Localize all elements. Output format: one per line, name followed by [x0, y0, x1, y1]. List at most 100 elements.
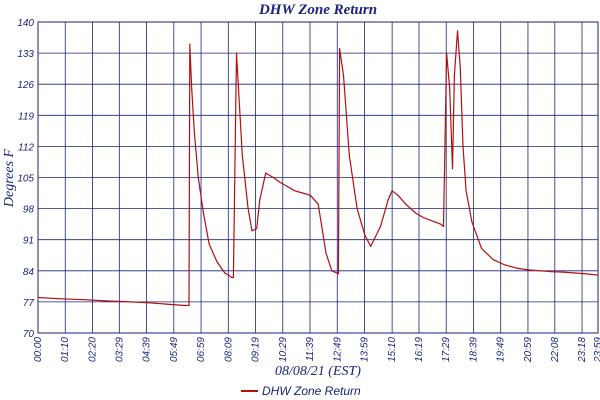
data-point [414, 212, 417, 214]
data-point [370, 245, 372, 247]
data-point [397, 194, 399, 196]
y-tick-label: 77 [23, 298, 35, 309]
data-point [232, 276, 234, 279]
data-point [302, 192, 304, 194]
data-point [449, 88, 451, 90]
data-point [338, 48, 341, 50]
x-tick-label: 15:10 [387, 337, 398, 362]
legend: DHW Zone Return [241, 384, 361, 398]
data-point [259, 199, 261, 201]
data-point [286, 185, 288, 187]
data-point [586, 273, 588, 275]
data-point [342, 74, 345, 76]
data-point [37, 296, 39, 299]
x-tick-label: 10:29 [278, 337, 289, 362]
legend-label: DHW Zone Return [262, 384, 361, 398]
x-axis-label: 08/08/21 (EST) [275, 364, 361, 379]
data-point [265, 172, 267, 174]
x-tick-labels: 00:00 01:10 02:20 03:29 04:39 05:49 06:59 08:09… [33, 337, 600, 363]
data-point [231, 276, 233, 279]
grid-lines [37, 21, 599, 334]
x-tick-label: 17:29 [441, 337, 452, 362]
data-point [336, 272, 338, 274]
data-point [241, 154, 243, 156]
data-point [348, 154, 350, 156]
x-tick-label: 06:59 [196, 337, 207, 362]
data-point [191, 88, 193, 90]
data-point [459, 65, 461, 68]
data-point [597, 274, 599, 276]
data-point [451, 168, 454, 170]
data-point [440, 223, 442, 225]
data-point [422, 216, 424, 219]
data-point [434, 221, 436, 223]
data-point [442, 225, 445, 227]
data-point [177, 304, 179, 306]
data-point [208, 243, 210, 245]
x-tick-label: 03:29 [114, 337, 125, 362]
x-tick-label: 23:18 [577, 337, 588, 363]
series-layer [37, 30, 599, 307]
data-point [165, 303, 168, 305]
data-point [492, 259, 494, 261]
data-point [364, 234, 366, 236]
x-tick-label: 19:49 [496, 337, 507, 362]
data-point [235, 52, 238, 54]
data-point [481, 247, 483, 250]
data-point [189, 43, 191, 45]
data-point [84, 299, 86, 301]
x-tick-label: 12:49 [332, 337, 343, 362]
data-point [325, 252, 327, 254]
data-point [527, 269, 529, 271]
x-tick-label: 02:20 [87, 337, 98, 362]
data-point [405, 203, 407, 205]
x-tick-label: 23:59 [593, 337, 600, 363]
data-point [202, 212, 204, 214]
chart-title: DHW Zone Return [258, 2, 377, 18]
data-point [539, 270, 541, 272]
data-point [247, 208, 249, 210]
data-point [216, 261, 218, 263]
data-point [574, 272, 576, 274]
data-point [331, 270, 333, 272]
x-tick-label: 01:10 [60, 337, 71, 362]
y-tick-label: 105 [17, 174, 34, 185]
x-tick-label: 05:49 [169, 337, 180, 362]
x-tick-label: 08:09 [223, 337, 234, 362]
data-point [387, 199, 389, 201]
x-tick-label: 11:39 [305, 337, 316, 362]
data-point [107, 300, 109, 302]
y-tick-label: 119 [18, 111, 34, 122]
x-tick-label: 09:19 [251, 337, 262, 362]
data-point [294, 190, 296, 192]
x-tick-label: 22:08 [550, 337, 561, 363]
data-point [516, 267, 518, 269]
data-point [379, 225, 382, 227]
data-point [197, 176, 199, 179]
data-point [154, 302, 156, 304]
y-tick-label: 91 [23, 236, 34, 247]
data-point [391, 190, 393, 192]
data-point [504, 264, 506, 266]
data-point [228, 274, 230, 276]
data-point [188, 304, 190, 307]
x-tick-label: 18:39 [468, 337, 479, 362]
data-point [356, 208, 358, 210]
x-tick-label: 20:59 [523, 337, 534, 363]
data-point [251, 230, 253, 232]
data-point [272, 176, 275, 179]
data-point [60, 298, 62, 300]
x-tick-label: 00:00 [33, 337, 44, 362]
y-tick-label: 98 [23, 205, 35, 216]
data-point [278, 181, 280, 183]
y-tick-label: 126 [17, 80, 34, 91]
data-point [471, 221, 473, 223]
data-point [130, 301, 132, 303]
data-point [193, 132, 196, 134]
data-point [453, 74, 456, 76]
data-point [309, 194, 312, 196]
data-point [446, 52, 448, 54]
data-point [465, 190, 467, 192]
data-point [256, 227, 258, 230]
